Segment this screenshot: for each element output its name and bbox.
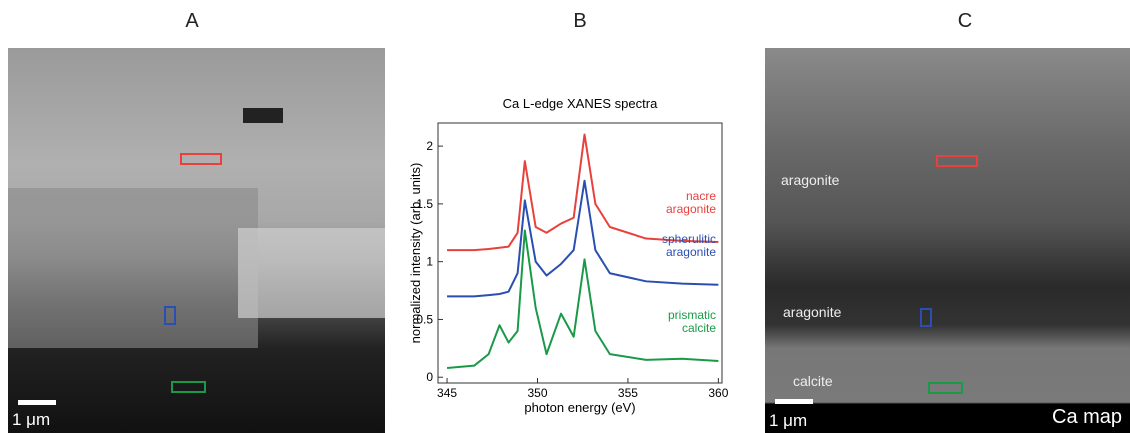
micrograph-a: 1 μm xyxy=(8,48,385,433)
region-label: aragonite xyxy=(783,304,842,320)
y-tick-label: 2 xyxy=(426,139,433,153)
y-tick-label: 1 xyxy=(426,255,433,269)
series-label: prismatic calcite xyxy=(667,308,716,336)
micrograph-c: aragonite aragonite calcite 1 μm Ca map xyxy=(765,48,1130,433)
series-label: nacre aragonite xyxy=(665,189,716,217)
panel-label: A xyxy=(185,10,199,32)
x-tick-label: 350 xyxy=(527,386,547,400)
y-axis-label: normalized intensity (arb. units) xyxy=(408,163,423,344)
panel-label: B xyxy=(573,10,587,32)
overlay xyxy=(775,155,978,404)
series-line xyxy=(447,179,719,298)
series-line xyxy=(447,133,719,252)
x-axis-label: photon energy (eV) xyxy=(524,400,635,415)
region-label: aragonite xyxy=(781,172,840,188)
series-line xyxy=(446,229,719,369)
chart-title: Ca L-edge XANES spectra xyxy=(503,96,658,111)
scale-label: 1 μm xyxy=(769,411,808,430)
x-tick-label: 345 xyxy=(437,386,457,400)
region-label: calcite xyxy=(793,373,833,389)
y-tick-label: 1.5 xyxy=(416,197,433,211)
map-caption: Ca map xyxy=(1052,406,1123,428)
scale-label: 1 μm xyxy=(12,410,51,429)
series-label: spherulitic aragonite xyxy=(661,231,716,259)
x-tick-label: 355 xyxy=(618,386,638,400)
y-tick-label: 0 xyxy=(426,370,433,384)
panel-label: C xyxy=(957,10,973,32)
x-tick-label: 360 xyxy=(708,386,728,400)
overlay xyxy=(8,108,385,405)
plot-frame xyxy=(437,122,723,384)
y-tick-label: 0.5 xyxy=(416,312,433,326)
